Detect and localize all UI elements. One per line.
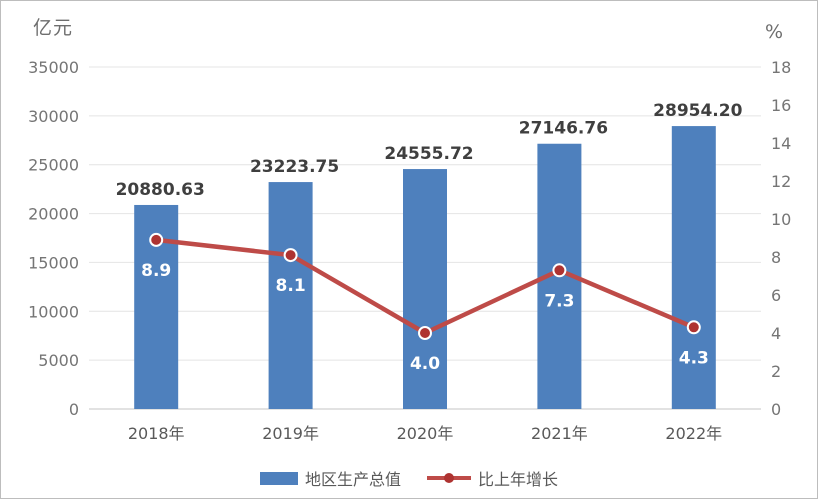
gdp-bar-2019年 (268, 182, 313, 409)
gdp-bar-legend-swatch (259, 471, 298, 485)
right-axis-tick-label: 16 (771, 96, 791, 115)
growth-legend-marker-icon (444, 473, 454, 483)
x-axis-label-2021年: 2021年 (531, 424, 588, 443)
left-axis-tick-label: 35000 (28, 58, 79, 77)
right-axis-tick-label: 14 (771, 134, 791, 153)
left-axis-tick-label: 20000 (28, 205, 79, 224)
gdp-bar-2020年 (403, 169, 447, 409)
right-axis-tick-label: 10 (771, 210, 791, 229)
growth-marker-2022年 (686, 320, 701, 335)
legend: 地区生产总值 比上年增长 (1, 465, 817, 491)
growth-legend-label: 比上年增长 (478, 470, 559, 489)
gdp-value-label: 27146.76 (519, 119, 608, 139)
growth-marker-2021年 (552, 263, 567, 278)
gdp-bar-2022年 (671, 126, 716, 409)
legend-item-gdp: 地区生产总值 (259, 466, 401, 490)
gdp-value-label: 24555.72 (384, 144, 473, 164)
right-axis-unit-label: % (765, 21, 785, 43)
gdp-value-label: 20880.63 (116, 180, 205, 200)
left-axis-tick-label: 25000 (28, 156, 79, 175)
x-axis-label-2022年: 2022年 (665, 424, 722, 443)
left-axis-tick-label: 15000 (28, 253, 79, 272)
growth-marker-2019年 (283, 248, 298, 263)
right-axis-tick-label: 0 (771, 400, 781, 419)
left-axis-tick-label: 30000 (28, 107, 79, 126)
left-axis-tick-label: 5000 (38, 351, 79, 370)
right-axis-tick-label: 4 (771, 324, 781, 343)
gdp-legend-label: 地区生产总值 (304, 470, 401, 489)
legend-item-growth: 比上年增长 (427, 466, 558, 490)
right-axis-tick-label: 18 (771, 58, 791, 77)
growth-line-legend-swatch (427, 472, 471, 484)
right-axis-tick-label: 12 (771, 172, 791, 191)
growth-marker-2020年 (418, 326, 432, 340)
growth-marker-2018年 (149, 232, 164, 247)
growth-value-label: 4.3 (679, 348, 709, 368)
right-axis-tick-label: 8 (771, 248, 781, 267)
x-axis-label-2020年: 2020年 (397, 424, 454, 443)
left-axis-unit-label: 亿元 (33, 17, 74, 39)
gdp-value-label: 23223.75 (250, 157, 339, 177)
x-axis-label-2018年: 2018年 (128, 424, 185, 443)
gdp-value-label: 28954.20 (653, 101, 742, 121)
growth-value-label: 4.0 (410, 354, 440, 374)
right-axis-tick-label: 2 (771, 362, 781, 381)
x-axis-label-2019年: 2019年 (262, 424, 319, 443)
left-axis-tick-label: 0 (69, 400, 79, 419)
growth-value-label: 8.9 (141, 261, 171, 281)
growth-value-label: 8.1 (276, 276, 306, 296)
right-axis-tick-label: 6 (771, 286, 781, 305)
growth-value-label: 7.3 (544, 291, 574, 311)
left-axis-tick-label: 10000 (28, 302, 79, 321)
